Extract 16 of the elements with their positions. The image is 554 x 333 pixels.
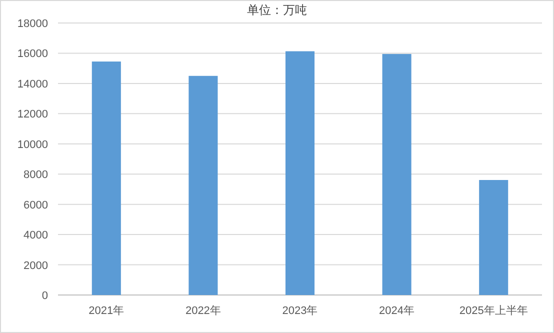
y-tick-label: 12000 (17, 108, 48, 121)
x-tick-label: 2024年 (379, 305, 415, 317)
y-tick-label: 10000 (17, 138, 48, 151)
y-tick-label: 14000 (17, 78, 48, 90)
y-tick-label: 0 (42, 290, 48, 302)
y-tick-label: 6000 (24, 199, 48, 212)
y-tick-label: 4000 (24, 230, 48, 242)
y-tick-label: 8000 (24, 169, 48, 182)
y-tick-label: 16000 (17, 48, 48, 60)
x-tick-label: 2023年 (282, 305, 318, 317)
title: 单位：万吨 (247, 3, 307, 17)
x-tick-label: 2021年 (88, 305, 124, 317)
x-tick-label: 2025年上半年 (459, 304, 528, 317)
y-tick-label: 18000 (17, 18, 48, 30)
x-tick-label: 2022年 (185, 305, 221, 317)
y-tick-label: 2000 (24, 260, 48, 272)
